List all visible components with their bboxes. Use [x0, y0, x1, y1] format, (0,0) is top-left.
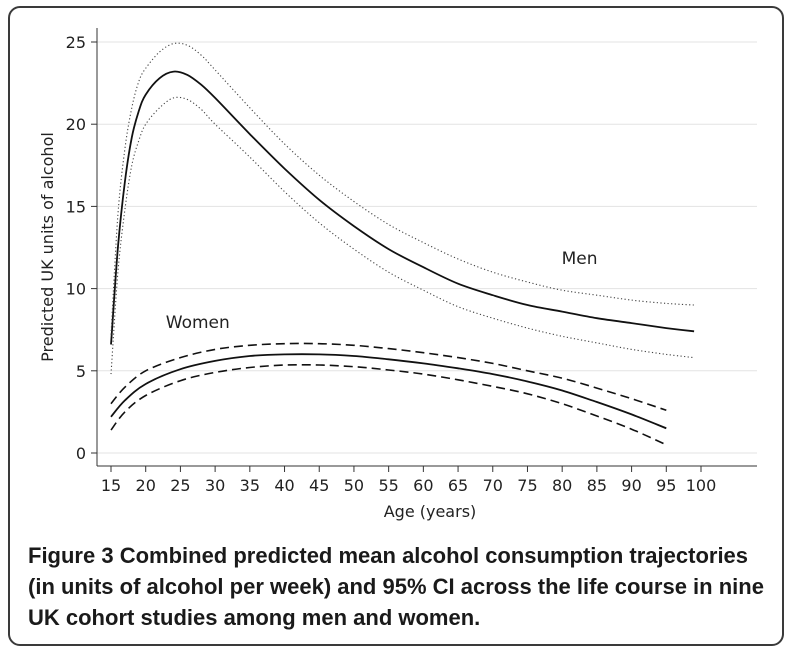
x-tick-label: 40 — [274, 476, 294, 495]
chart: 0 5 10 15 20 25 15 20 25 30 35 40 45 50 55 60 65 70 75 80 8… — [38, 28, 757, 521]
x-tick-label: 45 — [309, 476, 329, 495]
y-tick-label: 0 — [76, 444, 86, 463]
x-ticks: 15 20 25 30 35 40 45 50 55 60 65 70 75 80 85 90 95 100 — [101, 466, 716, 495]
series-line-men — [110, 70, 695, 345]
y-tick-label: 5 — [76, 362, 86, 381]
series-lines — [110, 42, 695, 446]
series-line-men-95-ci-upper — [110, 42, 695, 335]
y-tick-label: 15 — [66, 197, 86, 216]
x-tick-label: 95 — [656, 476, 676, 495]
x-tick-label: 75 — [517, 476, 537, 495]
caption-label: Figure 3 — [28, 543, 114, 568]
x-tick-label: 100 — [686, 476, 717, 495]
x-tick-label: 20 — [136, 476, 156, 495]
x-tick-label: 60 — [413, 476, 433, 495]
x-tick-label: 85 — [587, 476, 607, 495]
x-tick-label: 30 — [205, 476, 225, 495]
x-tick-label: 35 — [240, 476, 260, 495]
y-tick-label: 25 — [66, 33, 86, 52]
y-ticks: 0 5 10 15 20 25 — [66, 33, 97, 463]
x-tick-label: 55 — [378, 476, 398, 495]
series-label-women: Women — [166, 313, 230, 333]
y-tick-label: 10 — [66, 280, 86, 299]
x-tick-label: 50 — [344, 476, 364, 495]
gridlines — [97, 41, 757, 454]
x-tick-label: 80 — [552, 476, 572, 495]
figure-caption: Figure 3 Combined predicted mean alcohol… — [28, 540, 768, 633]
x-tick-label: 65 — [448, 476, 468, 495]
series-line-men-95-ci-lower — [110, 96, 695, 375]
axes — [96, 28, 757, 467]
series-line-women-95-ci-lower — [110, 363, 667, 446]
y-axis-title: Predicted UK units of alcohol — [38, 132, 57, 362]
x-tick-label: 70 — [483, 476, 503, 495]
caption-text: Combined predicted mean alcohol consumpt… — [28, 543, 764, 630]
x-tick-label: 15 — [101, 476, 121, 495]
y-tick-label: 20 — [66, 115, 86, 134]
x-tick-label: 90 — [621, 476, 641, 495]
x-axis-title: Age (years) — [384, 502, 477, 521]
series-line-women — [110, 353, 667, 430]
x-tick-label: 25 — [170, 476, 190, 495]
series-labels: Men Women — [166, 249, 598, 333]
series-label-men: Men — [562, 249, 598, 269]
plot-area — [97, 28, 757, 466]
